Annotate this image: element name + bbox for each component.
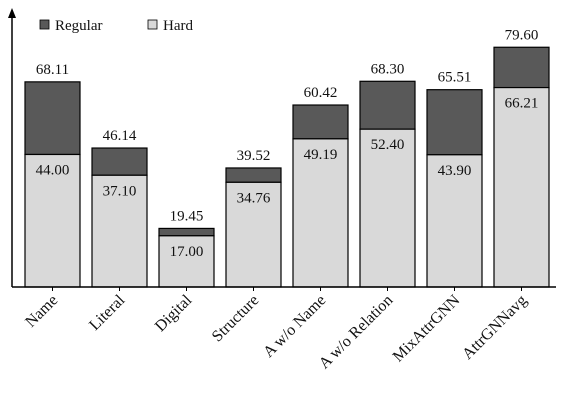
bar-regular-structure [225,167,282,183]
bar-regular-mixattrgnn [426,89,483,156]
bar-hard-mixattrgnn [426,154,483,288]
total-label-structure: 39.52 [237,148,271,164]
bar-regular-literal [91,147,148,176]
bar-hard-digital [158,235,215,288]
bar-regular-digital [158,227,215,237]
total-label-attrgnnavg: 79.60 [505,27,539,43]
hard-label-a-w-o-name: 49.19 [304,147,338,163]
total-label-a-w-o-name: 60.42 [304,85,338,101]
bars-layer [24,46,550,288]
legend-label-hard: Hard [163,18,193,34]
bar-hard-a-w-o-name [292,138,349,288]
hard-label-attrgnnavg: 66.21 [505,96,539,112]
x-tick-label-structure: Structure [209,292,262,345]
x-tick-label-a-w-o-name: A w/o Name [260,292,329,361]
x-tick-label-name: Name [22,292,61,331]
y-axis-arrow [8,8,16,18]
total-label-mixattrgnn: 65.51 [438,70,472,86]
hard-label-a-w-o-relation: 52.40 [371,137,405,153]
value-labels-layer: 68.11 44.00 46.14 37.10 19.45 17.00 39.52 34.76… [36,27,539,260]
axes-layer [8,8,556,291]
x-tick-label-mixattrgnn: MixAttrGNN [390,291,464,365]
bar-regular-name [24,81,81,156]
hard-label-literal: 37.10 [103,183,137,199]
bar-regular-a-w-o-name [292,104,349,140]
bar-hard-literal [91,174,148,288]
x-tick-label-attrgnnavg: AttrGNNavg [459,292,530,363]
x-tick-label-literal: Literal [86,291,129,334]
x-tick-label-digital: Digital [152,291,196,335]
bar-hard-attrgnnavg [493,86,550,288]
bar-hard-name [24,153,81,288]
bar-regular-attrgnnavg [493,46,550,89]
total-label-a-w-o-relation: 68.30 [371,61,405,77]
bar-hard-a-w-o-relation [359,128,416,288]
total-label-name: 68.11 [36,62,69,78]
hard-label-mixattrgnn: 43.90 [438,163,472,179]
hard-label-name: 44.00 [36,162,70,178]
legend-swatch-hard [147,19,158,30]
bar-regular-a-w-o-relation [359,80,416,130]
hard-label-digital: 17.00 [170,244,204,260]
legend-swatch-regular [39,19,50,30]
hard-label-structure: 34.76 [237,190,271,206]
total-label-digital: 19.45 [170,208,204,224]
legend-label-regular: Regular [55,18,102,34]
total-label-literal: 46.14 [103,128,137,144]
legend: Regular Hard [39,18,193,34]
